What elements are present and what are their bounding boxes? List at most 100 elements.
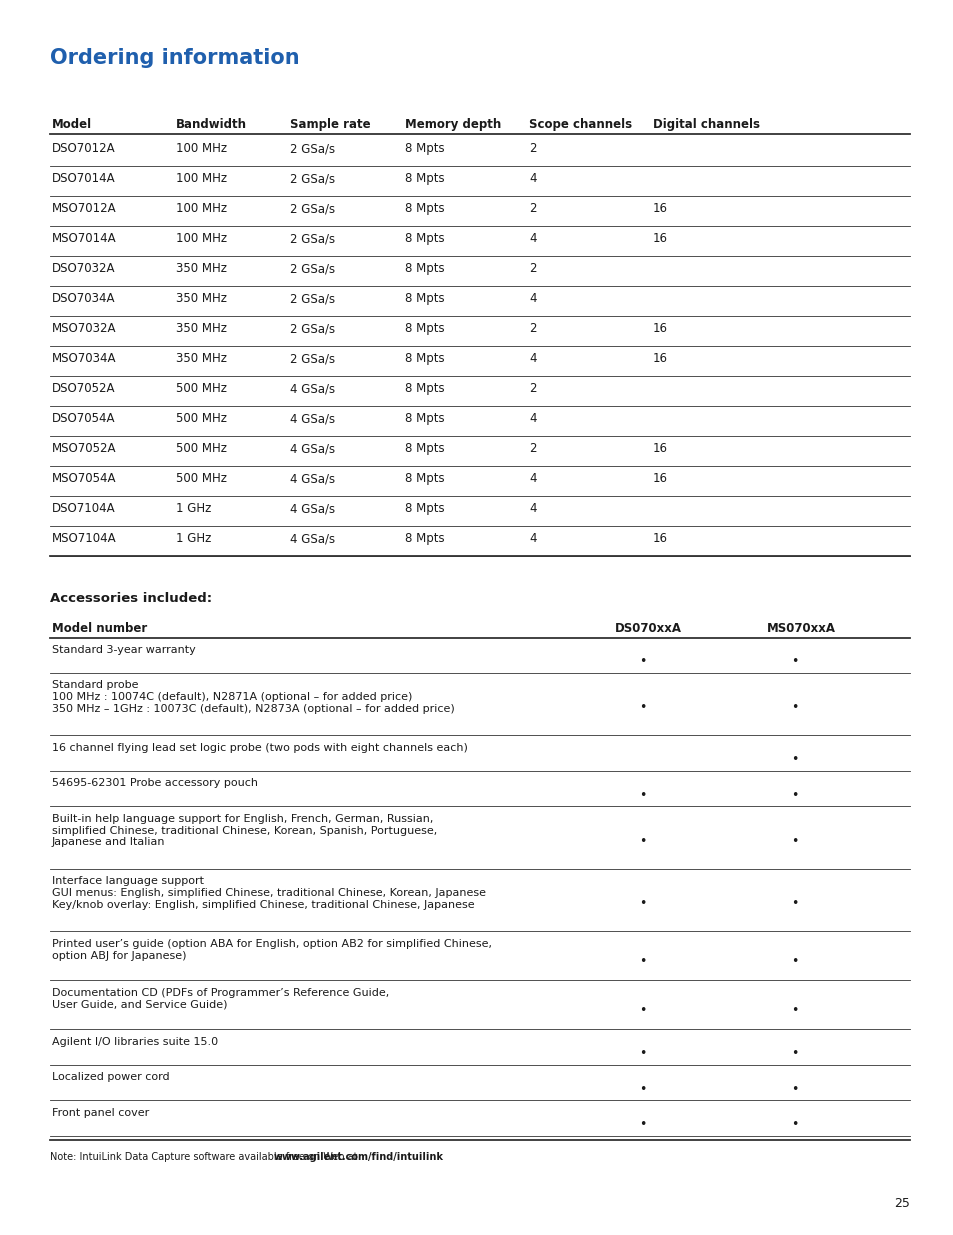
Text: 500 MHz: 500 MHz (175, 412, 227, 425)
Text: 16: 16 (652, 232, 667, 245)
Text: 4 GSa/s: 4 GSa/s (290, 382, 335, 395)
Text: DSO7032A: DSO7032A (52, 262, 115, 275)
Text: Ordering information: Ordering information (50, 48, 299, 68)
Text: 2 GSa/s: 2 GSa/s (290, 322, 335, 335)
Text: •: • (790, 656, 798, 668)
Text: 2: 2 (529, 203, 536, 215)
Text: DSO7014A: DSO7014A (52, 172, 115, 185)
Text: MS070xxA: MS070xxA (766, 622, 835, 635)
Text: Interface language support
GUI menus: English, simplified Chinese, traditional C: Interface language support GUI menus: En… (52, 877, 485, 910)
Text: 25: 25 (893, 1197, 909, 1210)
Text: •: • (790, 955, 798, 967)
Text: 8 Mpts: 8 Mpts (405, 412, 444, 425)
Text: Note: IntuiLink Data Capture software available free on Web at: Note: IntuiLink Data Capture software av… (50, 1151, 360, 1161)
Text: •: • (639, 789, 646, 802)
Text: 4 GSa/s: 4 GSa/s (290, 501, 335, 515)
Text: •: • (639, 656, 646, 668)
Text: DSO7104A: DSO7104A (52, 501, 115, 515)
Text: 4 GSa/s: 4 GSa/s (290, 532, 335, 545)
Text: Front panel cover: Front panel cover (52, 1108, 149, 1118)
Text: DSO7012A: DSO7012A (52, 142, 115, 156)
Text: Printed user’s guide (option ABA for English, option AB2 for simplified Chinese,: Printed user’s guide (option ABA for Eng… (52, 939, 492, 961)
Text: •: • (639, 955, 646, 967)
Text: •: • (639, 897, 646, 910)
Text: Bandwidth: Bandwidth (175, 119, 247, 131)
Text: Model: Model (52, 119, 92, 131)
Text: 100 MHz: 100 MHz (175, 203, 227, 215)
Text: 16: 16 (652, 472, 667, 485)
Text: Scope channels: Scope channels (529, 119, 632, 131)
Text: Standard 3-year warranty: Standard 3-year warranty (52, 645, 195, 655)
Text: 1 GHz: 1 GHz (175, 532, 212, 545)
Text: 8 Mpts: 8 Mpts (405, 203, 444, 215)
Text: 8 Mpts: 8 Mpts (405, 532, 444, 545)
Text: 350 MHz: 350 MHz (175, 262, 227, 275)
Text: 350 MHz: 350 MHz (175, 352, 227, 366)
Text: •: • (790, 789, 798, 802)
Text: 16: 16 (652, 322, 667, 335)
Text: •: • (790, 835, 798, 847)
Text: 4: 4 (529, 172, 536, 185)
Text: Memory depth: Memory depth (405, 119, 500, 131)
Text: 100 MHz: 100 MHz (175, 172, 227, 185)
Text: 8 Mpts: 8 Mpts (405, 501, 444, 515)
Text: Built-in help language support for English, French, German, Russian,
simplified : Built-in help language support for Engli… (52, 814, 436, 847)
Text: 8 Mpts: 8 Mpts (405, 382, 444, 395)
Text: 8 Mpts: 8 Mpts (405, 262, 444, 275)
Text: Standard probe
100 MHz : 10074C (default), N2871A (optional – for added price)
3: Standard probe 100 MHz : 10074C (default… (52, 680, 455, 714)
Text: 100 MHz: 100 MHz (175, 142, 227, 156)
Text: •: • (790, 1083, 798, 1095)
Text: 2 GSa/s: 2 GSa/s (290, 262, 335, 275)
Text: 2: 2 (529, 322, 536, 335)
Text: Documentation CD (PDFs of Programmer’s Reference Guide,
User Guide, and Service : Documentation CD (PDFs of Programmer’s R… (52, 988, 389, 1009)
Text: 54695-62301 Probe accessory pouch: 54695-62301 Probe accessory pouch (52, 778, 257, 788)
Text: 8 Mpts: 8 Mpts (405, 442, 444, 454)
Text: MSO7014A: MSO7014A (52, 232, 116, 245)
Text: 100 MHz: 100 MHz (175, 232, 227, 245)
Text: 2: 2 (529, 442, 536, 454)
Text: 4: 4 (529, 412, 536, 425)
Text: •: • (639, 1004, 646, 1016)
Text: DS070xxA: DS070xxA (615, 622, 681, 635)
Text: •: • (639, 1047, 646, 1061)
Text: 8 Mpts: 8 Mpts (405, 232, 444, 245)
Text: •: • (790, 1047, 798, 1061)
Text: Digital channels: Digital channels (652, 119, 760, 131)
Text: Model number: Model number (52, 622, 147, 635)
Text: 500 MHz: 500 MHz (175, 382, 227, 395)
Text: DSO7034A: DSO7034A (52, 291, 115, 305)
Text: 2 GSa/s: 2 GSa/s (290, 203, 335, 215)
Text: 8 Mpts: 8 Mpts (405, 472, 444, 485)
Text: 500 MHz: 500 MHz (175, 442, 227, 454)
Text: Agilent I/O libraries suite 15.0: Agilent I/O libraries suite 15.0 (52, 1037, 218, 1047)
Text: 2: 2 (529, 262, 536, 275)
Text: 4: 4 (529, 352, 536, 366)
Text: MSO7104A: MSO7104A (52, 532, 116, 545)
Text: 8 Mpts: 8 Mpts (405, 322, 444, 335)
Text: 8 Mpts: 8 Mpts (405, 352, 444, 366)
Text: 2 GSa/s: 2 GSa/s (290, 352, 335, 366)
Text: 16: 16 (652, 203, 667, 215)
Text: •: • (639, 1083, 646, 1095)
Text: •: • (790, 753, 798, 767)
Text: 500 MHz: 500 MHz (175, 472, 227, 485)
Text: 4 GSa/s: 4 GSa/s (290, 442, 335, 454)
Text: Accessories included:: Accessories included: (50, 592, 212, 605)
Text: 4: 4 (529, 532, 536, 545)
Text: 2: 2 (529, 382, 536, 395)
Text: •: • (639, 1119, 646, 1131)
Text: MSO7032A: MSO7032A (52, 322, 116, 335)
Text: DSO7054A: DSO7054A (52, 412, 115, 425)
Text: MSO7034A: MSO7034A (52, 352, 116, 366)
Text: MSO7052A: MSO7052A (52, 442, 116, 454)
Text: www.agilent.com/find/intuilink: www.agilent.com/find/intuilink (274, 1151, 443, 1161)
Text: 2 GSa/s: 2 GSa/s (290, 172, 335, 185)
Text: 2 GSa/s: 2 GSa/s (290, 232, 335, 245)
Text: 16: 16 (652, 532, 667, 545)
Text: 8 Mpts: 8 Mpts (405, 172, 444, 185)
Text: •: • (790, 1004, 798, 1016)
Text: •: • (639, 701, 646, 714)
Text: 16: 16 (652, 352, 667, 366)
Text: 16 channel flying lead set logic probe (two pods with eight channels each): 16 channel flying lead set logic probe (… (52, 743, 467, 753)
Text: •: • (790, 897, 798, 910)
